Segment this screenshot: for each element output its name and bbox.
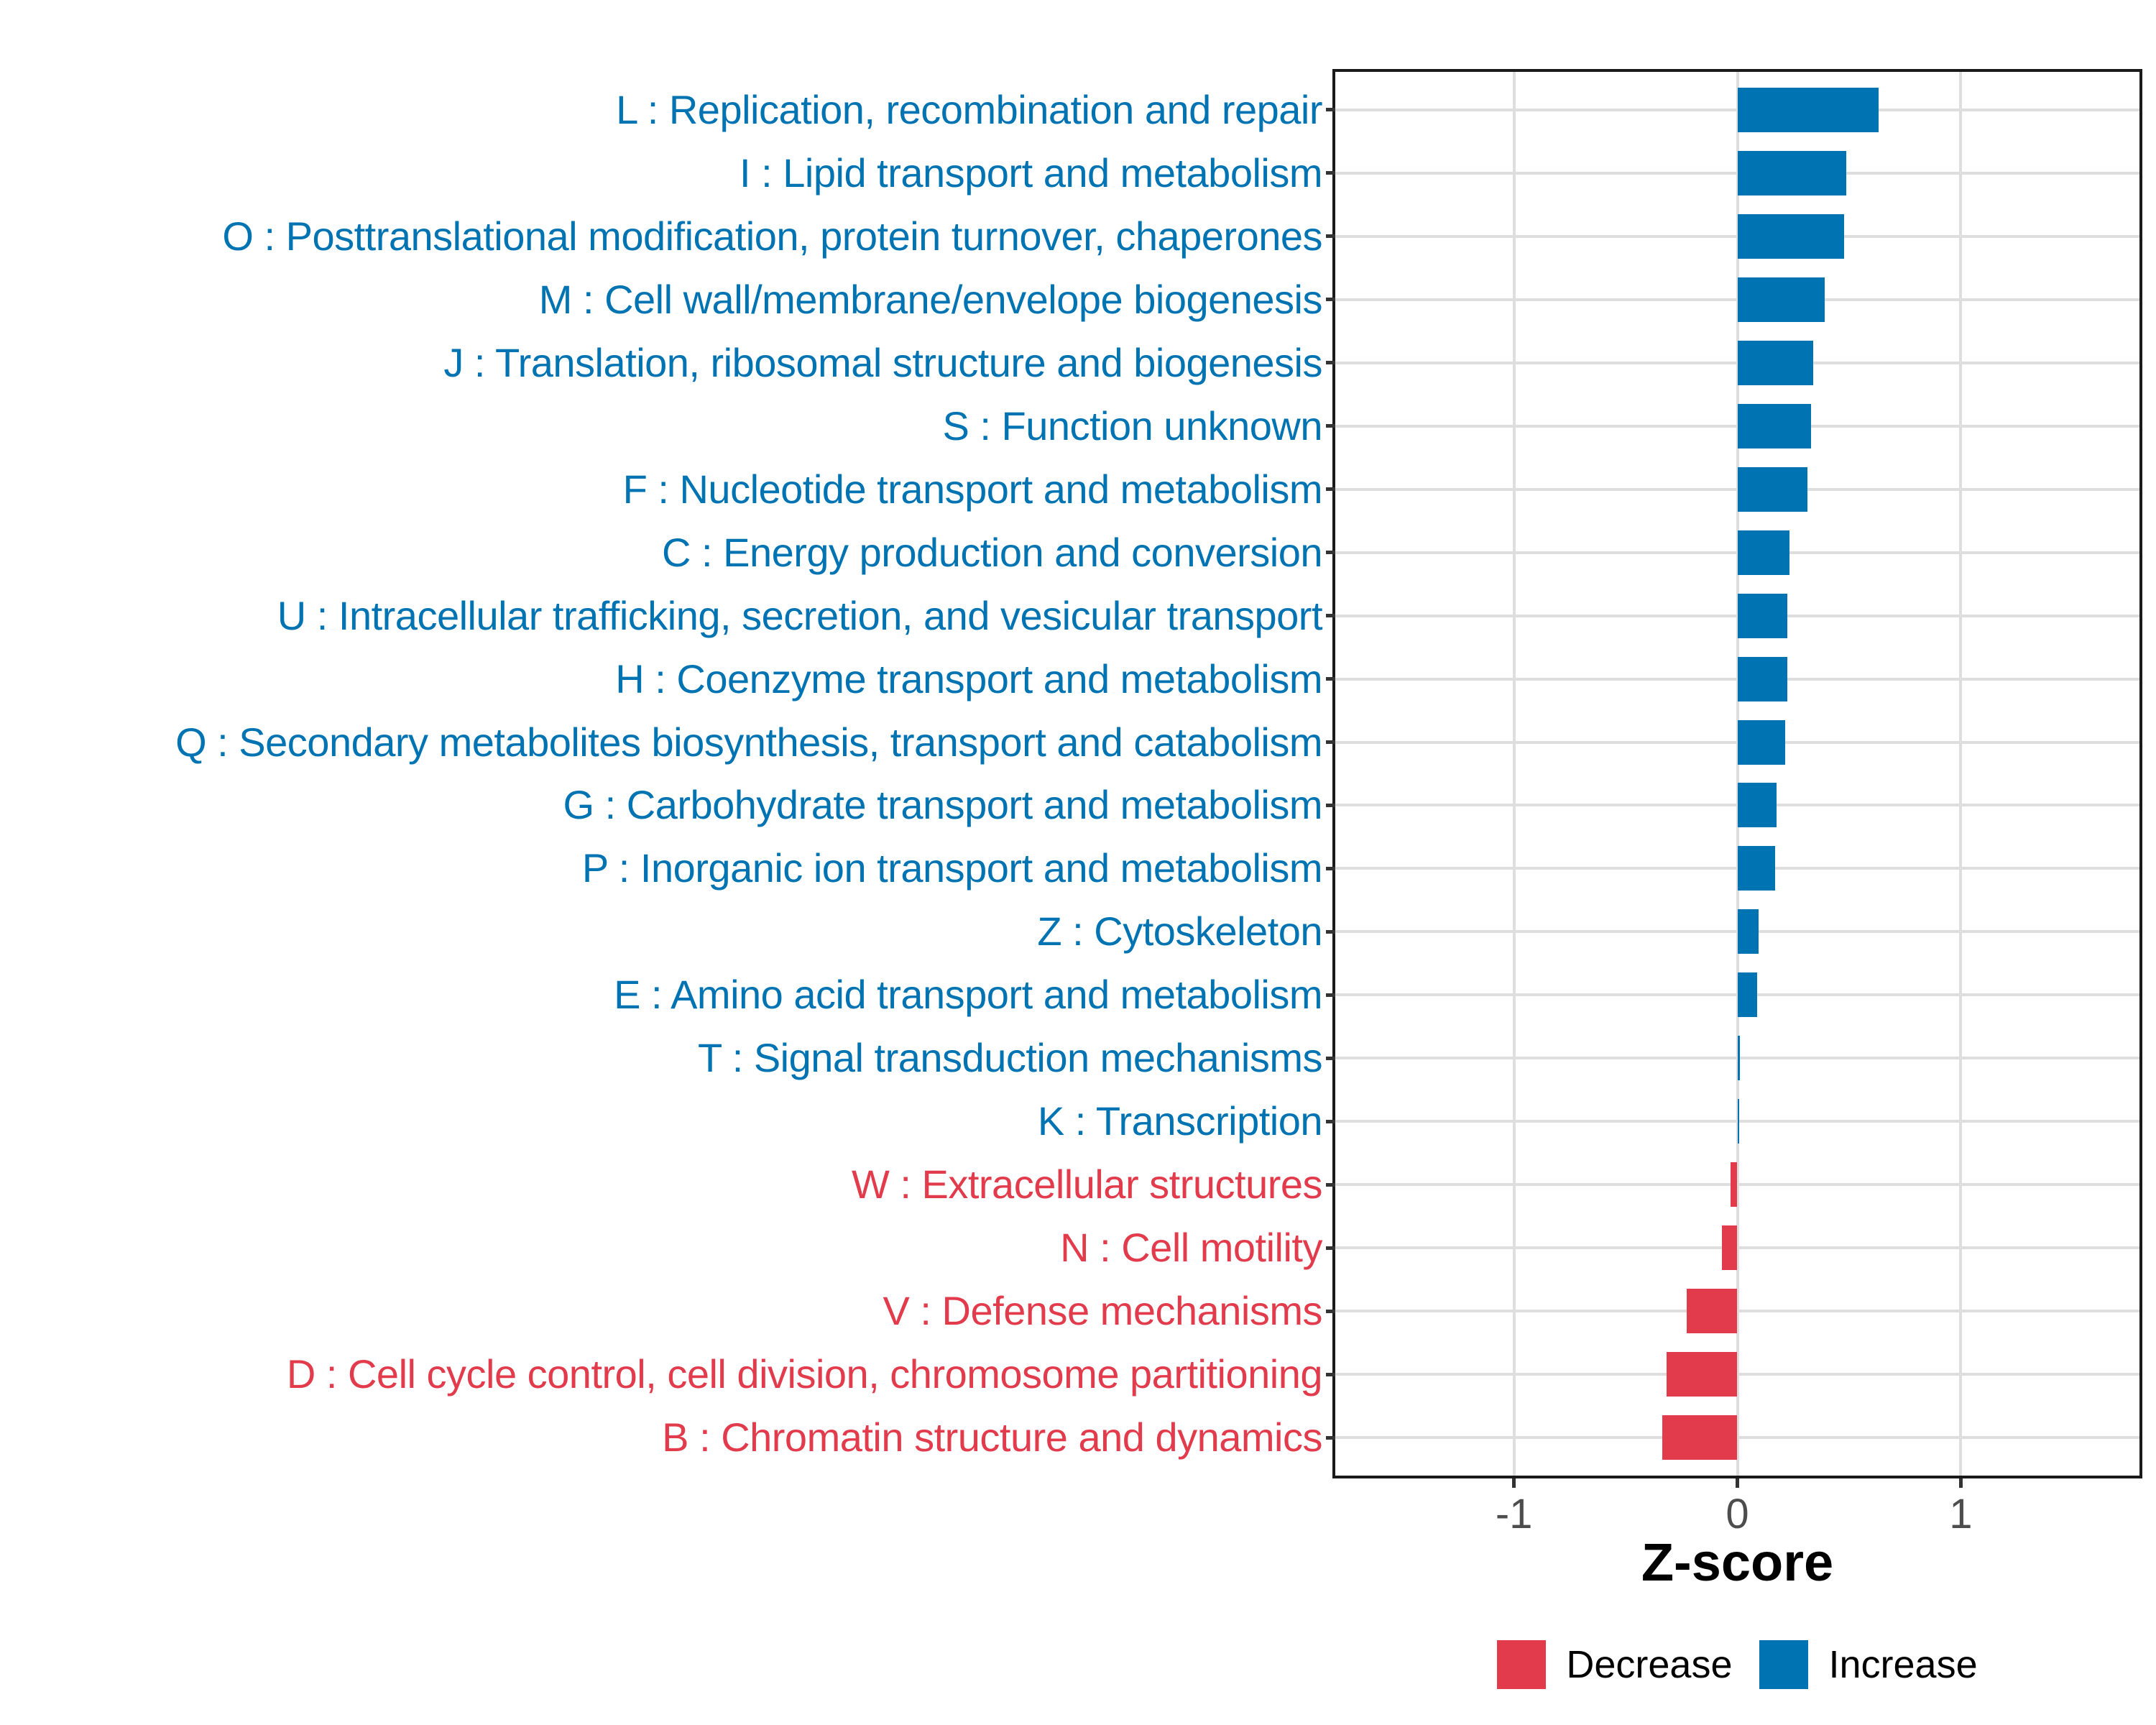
bar bbox=[1722, 1225, 1738, 1271]
category-label: B : Chromatin structure and dynamics bbox=[662, 1414, 1322, 1460]
bar bbox=[1737, 846, 1776, 891]
gridline-horizontal bbox=[1335, 1373, 2139, 1376]
x-tick-label: 1 bbox=[1949, 1491, 1973, 1537]
bar bbox=[1737, 466, 1808, 512]
y-axis-tick bbox=[1326, 171, 1335, 175]
y-axis-tick bbox=[1326, 677, 1335, 681]
y-axis-tick bbox=[1326, 1372, 1335, 1376]
y-axis-tick bbox=[1326, 487, 1335, 492]
gridline-horizontal bbox=[1335, 1310, 2139, 1313]
x-tick-label: -1 bbox=[1495, 1491, 1533, 1537]
bar bbox=[1737, 593, 1788, 638]
category-label: U : Intracellular trafficking, secretion… bbox=[277, 592, 1323, 638]
gridline-horizontal bbox=[1335, 1246, 2139, 1250]
category-label: N : Cell motility bbox=[1060, 1225, 1322, 1271]
category-label: V : Defense mechanisms bbox=[883, 1288, 1323, 1334]
bar bbox=[1737, 1099, 1739, 1144]
x-axis-tick bbox=[1512, 1478, 1516, 1488]
y-axis-tick bbox=[1326, 1056, 1335, 1060]
x-axis-tick bbox=[1736, 1478, 1739, 1488]
bar bbox=[1737, 277, 1825, 322]
x-axis-title: Z-score bbox=[1641, 1532, 1834, 1592]
y-axis-tick bbox=[1326, 424, 1335, 428]
y-axis-tick bbox=[1326, 298, 1335, 302]
bar bbox=[1686, 1289, 1738, 1334]
bar bbox=[1730, 1162, 1738, 1208]
bar bbox=[1737, 1036, 1740, 1081]
y-axis-tick bbox=[1326, 108, 1335, 112]
legend: Decrease Increase bbox=[1335, 1639, 2139, 1690]
bar bbox=[1737, 909, 1759, 954]
gridline-vertical bbox=[1736, 72, 1739, 1476]
bar bbox=[1737, 213, 1844, 259]
category-label: H : Coenzyme transport and metabolism bbox=[615, 656, 1322, 702]
category-label: G : Carbohydrate transport and metabolis… bbox=[563, 782, 1323, 828]
y-axis-tick bbox=[1326, 1119, 1335, 1123]
legend-item-decrease: Decrease bbox=[1497, 1640, 1732, 1689]
x-tick-label: 0 bbox=[1726, 1491, 1749, 1537]
category-label: D : Cell cycle control, cell division, c… bbox=[286, 1351, 1323, 1397]
y-axis-tick bbox=[1326, 803, 1335, 807]
gridline-vertical bbox=[1512, 72, 1516, 1476]
bar bbox=[1737, 972, 1758, 1018]
bar bbox=[1666, 1352, 1738, 1397]
bar bbox=[1737, 719, 1785, 765]
y-axis-tick bbox=[1326, 361, 1335, 365]
y-axis-tick bbox=[1326, 993, 1335, 997]
bar bbox=[1737, 783, 1777, 828]
y-axis-tick bbox=[1326, 614, 1335, 618]
category-label: T : Signal transduction mechanisms bbox=[697, 1035, 1323, 1081]
y-axis-tick bbox=[1326, 1246, 1335, 1250]
bar bbox=[1737, 150, 1846, 196]
y-axis-tick bbox=[1326, 234, 1335, 239]
bar bbox=[1737, 340, 1813, 385]
category-label: M : Cell wall/membrane/envelope biogenes… bbox=[538, 276, 1323, 322]
y-axis-tick bbox=[1326, 929, 1335, 934]
category-label: F : Nucleotide transport and metabolism bbox=[622, 466, 1323, 512]
gridline-horizontal bbox=[1335, 1183, 2139, 1187]
y-axis-tick bbox=[1326, 551, 1335, 555]
bar bbox=[1737, 656, 1787, 702]
category-label: I : Lipid transport and metabolism bbox=[740, 150, 1322, 196]
y-axis-tick bbox=[1326, 866, 1335, 870]
legend-key-increase-swatch bbox=[1759, 1640, 1809, 1689]
y-axis-tick bbox=[1326, 1435, 1335, 1440]
category-label: Q : Secondary metabolites biosynthesis, … bbox=[175, 719, 1322, 765]
category-label: E : Amino acid transport and metabolism bbox=[614, 972, 1322, 1018]
gridline-horizontal bbox=[1335, 1436, 2139, 1440]
y-axis-tick bbox=[1326, 1309, 1335, 1313]
category-label: S : Function unknown bbox=[942, 402, 1322, 448]
category-label: O : Posttranslational modification, prot… bbox=[222, 213, 1322, 259]
bar bbox=[1662, 1415, 1738, 1460]
x-axis-tick bbox=[1958, 1478, 1963, 1488]
y-axis-tick bbox=[1326, 1182, 1335, 1187]
category-label: Z : Cytoskeleton bbox=[1037, 908, 1322, 954]
category-label: K : Transcription bbox=[1037, 1098, 1323, 1144]
legend-label-decrease: Decrease bbox=[1566, 1643, 1733, 1686]
bar bbox=[1737, 403, 1812, 448]
category-label: P : Inorganic ion transport and metaboli… bbox=[581, 845, 1323, 891]
gridline-vertical bbox=[1959, 72, 1963, 1476]
category-label: C : Energy production and conversion bbox=[662, 529, 1323, 575]
category-label: L : Replication, recombination and repai… bbox=[616, 86, 1322, 132]
legend-item-increase: Increase bbox=[1759, 1640, 1978, 1689]
legend-key-decrease-swatch bbox=[1497, 1640, 1547, 1689]
bar bbox=[1737, 87, 1879, 132]
category-label: W : Extracellular structures bbox=[851, 1162, 1323, 1208]
y-axis-tick bbox=[1326, 740, 1335, 744]
legend-label-increase: Increase bbox=[1828, 1643, 1978, 1686]
bar bbox=[1737, 530, 1789, 575]
category-label: J : Translation, ribosomal structure and… bbox=[443, 339, 1322, 385]
